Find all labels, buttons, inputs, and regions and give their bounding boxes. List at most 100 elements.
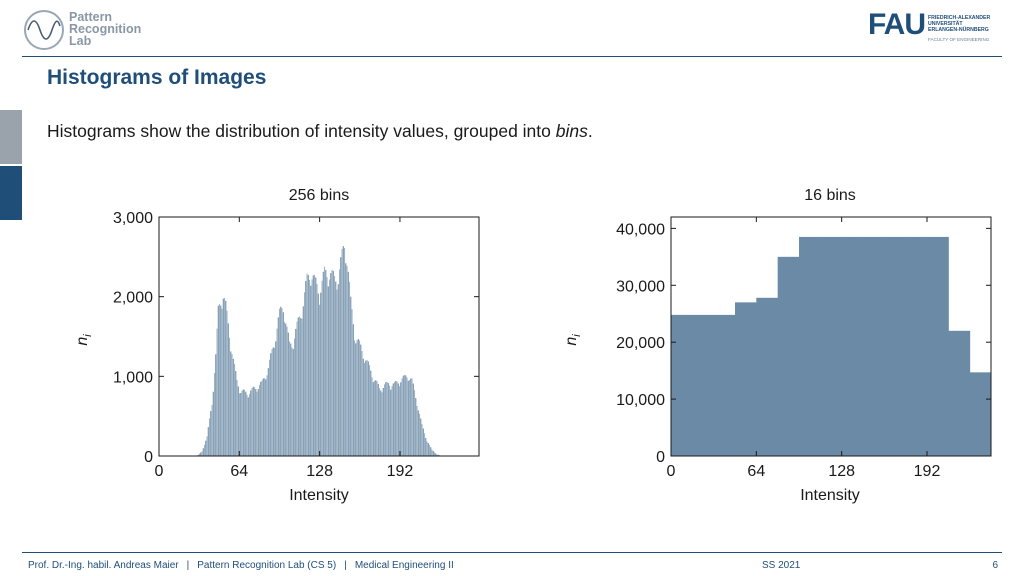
histogram-bar [317,293,319,456]
histogram-bar [365,360,367,456]
histogram-bar [295,328,297,456]
lab-logo-line-1: Pattern [69,10,113,24]
y-ticks-group: 0 1,000 2,000 3,000 [113,210,479,466]
histogram-bar [411,378,413,456]
histogram-bar [227,323,229,456]
histogram-bar [409,380,411,456]
histogram-bar [291,347,293,456]
histogram-bar [229,337,231,456]
histogram-bar [239,393,241,456]
histogram-bar [360,344,362,456]
histogram-bar [220,305,222,456]
histogram-bar [400,382,402,456]
histogram-bar [234,363,236,456]
histogram-bar [210,411,212,456]
histogram-bar [242,389,244,456]
histogram-bar [276,328,278,456]
histogram-bar [201,451,203,456]
fau-university-name: FRIEDRICH-ALEXANDER UNIVERSITÄT ERLANGEN… [928,15,990,33]
histogram-bar [272,347,274,456]
fau-name-line-1: FRIEDRICH-ALEXANDER [928,15,991,21]
histogram-bar [405,375,407,456]
histogram-bar [969,372,992,456]
histogram-bar [905,236,928,456]
histogram-bar [301,318,303,456]
x-tick-label: 0 [155,463,164,480]
histogram-bar [206,436,208,456]
histogram-bar [426,441,428,456]
histogram-bar [434,452,436,456]
histogram-bar [692,314,715,456]
histogram-bar [294,338,296,456]
histogram-bar [264,378,266,456]
histogram-bar [262,378,264,456]
histogram-bar [251,387,253,456]
histogram-bar [216,328,218,456]
histogram-bar [225,300,227,456]
histogram-bar [326,277,328,456]
footer-divider [22,552,1002,553]
x-axis-label: Intensity [800,487,860,504]
histogram-bar [309,279,311,456]
bars-group [671,236,992,456]
histogram-bar [219,304,221,456]
histogram-bar [410,378,412,456]
histogram-bar [312,275,314,456]
histogram-bar [306,273,308,456]
histogram-bar [236,379,238,456]
histogram-bar [419,413,421,456]
histogram-bar [199,453,201,456]
histogram-bar [240,393,242,456]
footer-separator: | [186,560,190,571]
histogram-bar [215,354,217,456]
histogram-bar [279,308,281,456]
histogram-bar [366,359,368,456]
histogram-bar [260,381,262,456]
slide-footer: Prof. Dr.-Ing. habil. Andreas Maier | Patt… [22,552,1002,576]
histogram-bar [250,390,252,456]
histogram-bar [315,277,317,456]
histogram-bar [224,298,226,456]
histogram-bar [209,418,211,456]
histogram-bar [385,382,387,456]
y-tick-label: 2,000 [113,290,153,307]
histogram-bar [407,380,409,456]
histogram-bar [300,318,302,456]
lab-logo-text: Pattern Recognition Lab [69,10,142,48]
histogram-bar [222,298,224,456]
histogram-bar [297,317,299,456]
side-nav-marker-previous [0,110,22,164]
histogram-bar [341,248,343,456]
histogram-bar [290,343,292,456]
y-tick-label: 20,000 [616,335,665,352]
histogram-bar [370,370,372,456]
pattern-recognition-lab-logo: Pattern Recognition Lab [22,8,162,52]
lab-logo-line-2: Recognition [69,22,142,36]
histogram-bar [357,339,359,456]
x-tick-label: 192 [914,463,941,480]
fau-logo: FAU FRIEDRICH-ALEXANDER UNIVERSITÄT ERLA… [868,8,998,46]
histogram-bar [339,269,341,456]
histogram-bar [275,341,277,456]
body-text-end: . [587,121,593,141]
histogram-bar [406,377,408,456]
histogram-bar [280,306,282,456]
histogram-bar [200,452,202,456]
x-tick-label: 192 [387,463,414,480]
histogram-bar [269,359,271,456]
histogram-bar [352,324,354,456]
histogram-bar [302,306,304,456]
histogram-bar [197,454,199,456]
histogram-bar [296,321,298,456]
histogram-bar [334,276,336,456]
svg-text:ni: ni [563,334,583,346]
histogram-256-bins-chart: 256 bins 0 1,000 2,000 3,000 0 64 128 192 Inte… [74,187,480,504]
histogram-bar [299,316,301,456]
y-axis-label-sub: i [82,334,94,337]
histogram-bar [431,449,433,456]
histogram-bar [205,440,207,456]
histogram-bar [307,275,309,456]
svg-text:ni: ni [74,334,94,346]
lab-logo-line-3: Lab [69,34,92,48]
histogram-bar [435,453,437,456]
